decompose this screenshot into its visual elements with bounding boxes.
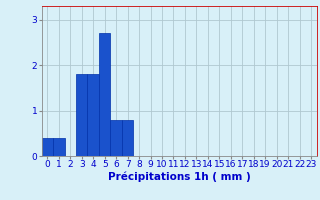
Bar: [87, 74, 99, 156]
Bar: [99, 33, 110, 156]
Bar: [110, 120, 122, 156]
Bar: [42, 138, 53, 156]
X-axis label: Précipitations 1h ( mm ): Précipitations 1h ( mm ): [108, 172, 251, 182]
Bar: [76, 74, 87, 156]
Bar: [53, 138, 65, 156]
Bar: [122, 120, 133, 156]
